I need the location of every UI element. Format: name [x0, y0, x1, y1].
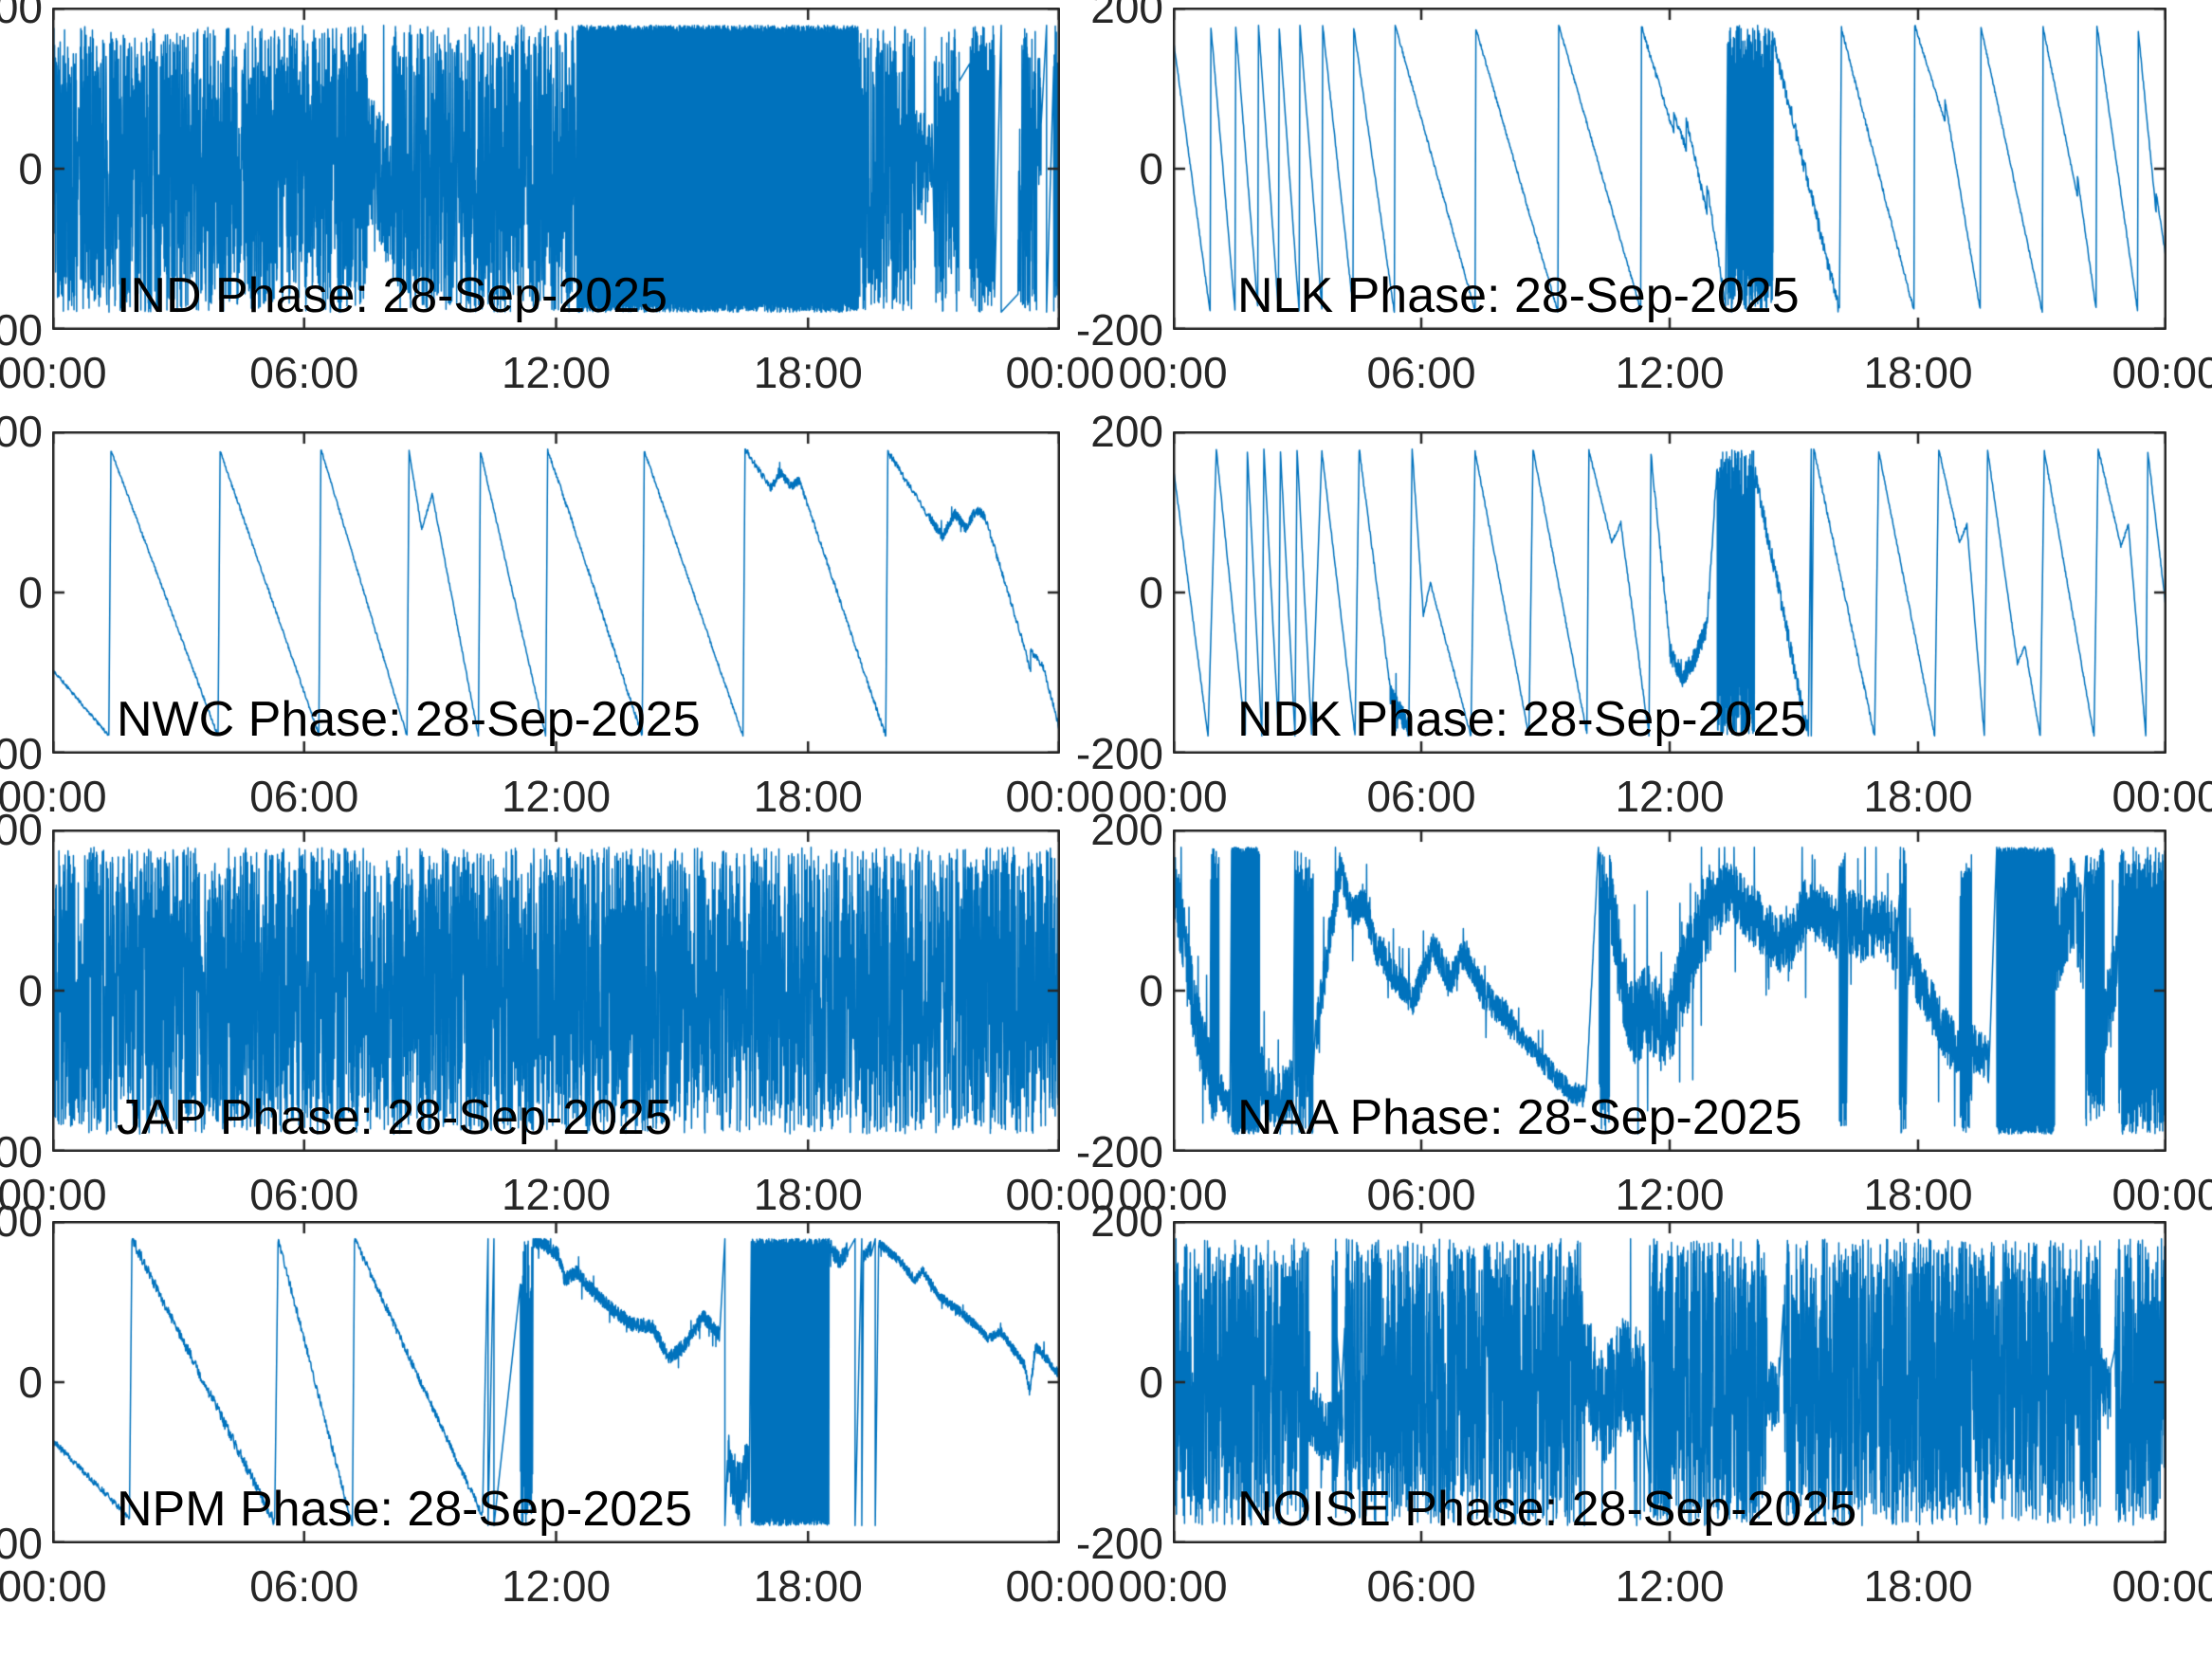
y-tick-label: 0 — [18, 966, 43, 1015]
x-tick-label: 00:00 — [1005, 1561, 1115, 1611]
plot-title-nlk: NLK Phase: 28-Sep-2025 — [1237, 268, 1800, 323]
x-tick-label: 18:00 — [753, 1561, 863, 1611]
phase-line-plot-ndk — [1173, 431, 2166, 754]
subplot-nwc: NWC Phase: 28-Sep-20252000-20000:0006:00… — [0, 410, 1115, 818]
x-tick-label: 12:00 — [1615, 1170, 1725, 1219]
y-tick-label: 0 — [1139, 144, 1163, 193]
plot-title-jap: JAP Phase: 28-Sep-2025 — [117, 1090, 672, 1145]
x-tick-label: 18:00 — [753, 1170, 863, 1219]
x-tick-label: 18:00 — [1863, 772, 1973, 821]
y-tick-label: 200 — [1090, 805, 1163, 854]
subplot-jap: JAP Phase: 28-Sep-20252000-20000:0006:00… — [0, 808, 1115, 1216]
x-tick-label: 18:00 — [753, 348, 863, 397]
y-tick-label: -200 — [1075, 305, 1163, 355]
y-tick-label: 200 — [0, 0, 43, 32]
y-tick-label: 200 — [1090, 0, 1163, 32]
subplot-nlk: NLK Phase: 28-Sep-2025 200 0 -200 00:00 06:00… — [1076, 0, 2212, 394]
x-tick-label: 00:00 — [0, 1170, 107, 1219]
x-tick-label: 06:00 — [249, 1170, 359, 1219]
x-tick-label: 00:00 — [1118, 348, 1228, 397]
phase-line-plot-nlk — [1173, 8, 2166, 330]
phase-line-plot-jap — [52, 830, 1060, 1152]
x-tick-label: 06:00 — [1366, 1561, 1476, 1611]
phase-line-plot-ind — [52, 8, 1060, 330]
subplot-noise: NOISE Phase: 28-Sep-2025 200 0 -200 00:00 06:… — [1076, 1199, 2212, 1608]
y-tick-label: -200 — [1075, 1127, 1163, 1176]
x-tick-label: 12:00 — [1615, 1561, 1725, 1611]
x-tick-label: 12:00 — [1615, 348, 1725, 397]
subplot-naa: NAA Phase: 28-Sep-2025 200 0 -200 00:00 06:00… — [1076, 808, 2212, 1216]
y-tick-label: 200 — [0, 1196, 43, 1246]
plot-title-naa: NAA Phase: 28-Sep-2025 — [1237, 1090, 1802, 1145]
y-tick-label: 0 — [1139, 568, 1163, 617]
y-tick-label: 0 — [18, 144, 43, 193]
y-tick-label: 0 — [18, 568, 43, 617]
plot-title-ndk: NDK Phase: 28-Sep-2025 — [1237, 692, 1808, 747]
y-tick-label: -200 — [1075, 1519, 1163, 1568]
phase-line-plot-npm — [52, 1221, 1060, 1543]
plot-title-nwc: NWC Phase: 28-Sep-2025 — [117, 692, 701, 747]
x-tick-label: 00:00 — [2111, 1561, 2212, 1611]
y-tick-label: 200 — [1090, 1196, 1163, 1246]
y-tick-label: -200 — [0, 729, 43, 778]
y-tick-label: 200 — [1090, 407, 1163, 456]
plot-title-ind: IND Phase: 28-Sep-2025 — [117, 268, 668, 323]
x-tick-label: 18:00 — [1863, 348, 1973, 397]
x-tick-label: 00:00 — [2111, 1170, 2212, 1219]
y-tick-label: 0 — [18, 1358, 43, 1407]
subplot-npm: NPM Phase: 28-Sep-20252000-20000:0006:00… — [0, 1199, 1115, 1608]
x-tick-label: 12:00 — [501, 348, 612, 397]
x-tick-label: 00:00 — [0, 348, 107, 397]
x-tick-label: 12:00 — [501, 772, 612, 821]
x-tick-label: 06:00 — [249, 1561, 359, 1611]
plot-title-noise: NOISE Phase: 28-Sep-2025 — [1237, 1482, 1857, 1537]
x-tick-label: 00:00 — [0, 772, 107, 821]
x-tick-label: 18:00 — [1863, 1561, 1973, 1611]
x-tick-label: 06:00 — [1366, 1170, 1476, 1219]
x-tick-label: 12:00 — [501, 1170, 612, 1219]
plot-title-npm: NPM Phase: 28-Sep-2025 — [117, 1482, 693, 1537]
x-tick-label: 18:00 — [1863, 1170, 1973, 1219]
x-tick-label: 12:00 — [501, 1561, 612, 1611]
phase-line-plot-nwc — [52, 431, 1060, 754]
x-tick-label: 06:00 — [249, 772, 359, 821]
y-tick-label: -200 — [0, 1519, 43, 1568]
y-tick-label: -200 — [0, 1127, 43, 1176]
x-tick-label: 18:00 — [753, 772, 863, 821]
y-tick-label: 200 — [0, 805, 43, 854]
y-tick-label: -200 — [1075, 729, 1163, 778]
x-tick-label: 06:00 — [1366, 348, 1476, 397]
x-tick-label: 00:00 — [1005, 772, 1115, 821]
x-tick-label: 00:00 — [1118, 1170, 1228, 1219]
x-tick-label: 00:00 — [1005, 348, 1115, 397]
x-tick-label: 00:00 — [1118, 772, 1228, 821]
y-tick-label: 200 — [0, 407, 43, 456]
subplot-ndk: NDK Phase: 28-Sep-2025 200 0 -200 00:00 06:00… — [1076, 410, 2212, 818]
x-tick-label: 06:00 — [249, 348, 359, 397]
x-tick-label: 00:00 — [2111, 772, 2212, 821]
subplot-ind: IND Phase: 28-Sep-20252000-20000:0006:00… — [0, 0, 1115, 394]
y-tick-label: 0 — [1139, 1358, 1163, 1407]
x-tick-label: 00:00 — [2111, 348, 2212, 397]
x-tick-label: 06:00 — [1366, 772, 1476, 821]
x-tick-label: 00:00 — [1118, 1561, 1228, 1611]
phase-line-plot-naa — [1173, 830, 2166, 1152]
x-tick-label: 00:00 — [1005, 1170, 1115, 1219]
phase-line-plot-noise — [1173, 1221, 2166, 1543]
y-tick-label: -200 — [0, 305, 43, 355]
x-tick-label: 00:00 — [0, 1561, 107, 1611]
y-tick-label: 0 — [1139, 966, 1163, 1015]
x-tick-label: 12:00 — [1615, 772, 1725, 821]
